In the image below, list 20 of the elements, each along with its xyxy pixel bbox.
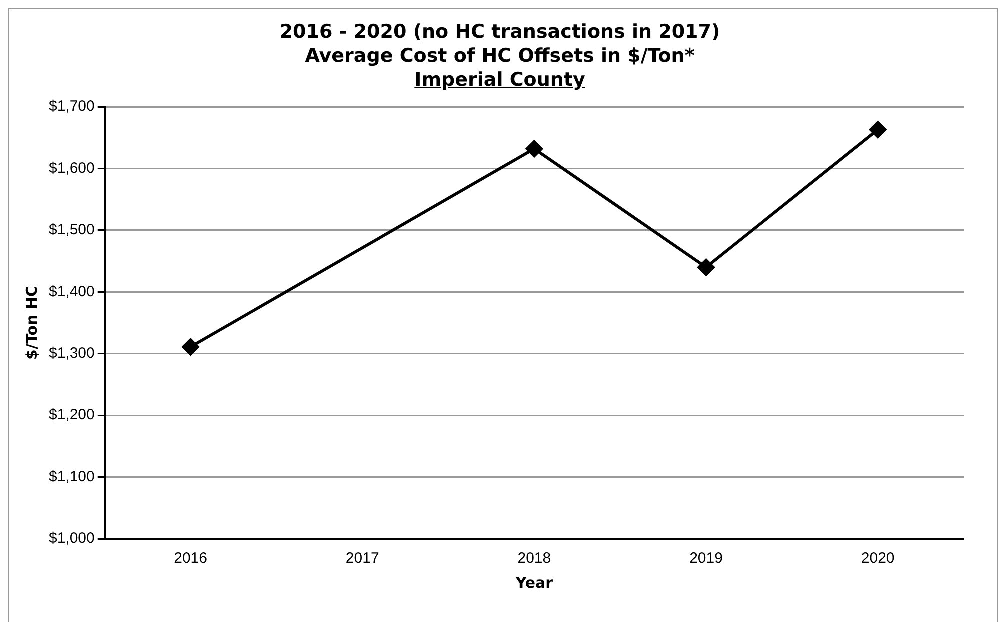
y-tick-label: $1,000 [48,530,95,548]
x-tick-label: 2017 [346,550,380,568]
point [526,140,543,158]
y-tick-label: $1,200 [48,406,95,424]
y-tick-label: $1,300 [48,345,95,362]
y-tick-label: $1,100 [48,468,95,486]
x-tick-label: 2016 [174,550,208,568]
x-tick-label: 2018 [518,550,552,568]
y-tick-label: $1,600 [48,160,95,177]
point [698,258,715,276]
chart-title: 2016 - 2020 (no HC transactions in 2017) Average Cost of HC Offsets in $/Ton* Imperial County [278,20,722,91]
point [870,121,887,138]
y-axis-title: $/Ton HC [22,286,41,360]
y-tick-label: $1,700 [48,98,95,116]
x-axis-title: Year [514,574,554,592]
y-tick-label: $1,500 [48,222,95,239]
x-tick-label: 2019 [690,550,723,568]
x-tick-label: 2020 [861,550,895,568]
y-tick-label: $1,400 [48,283,95,300]
point [182,338,200,356]
